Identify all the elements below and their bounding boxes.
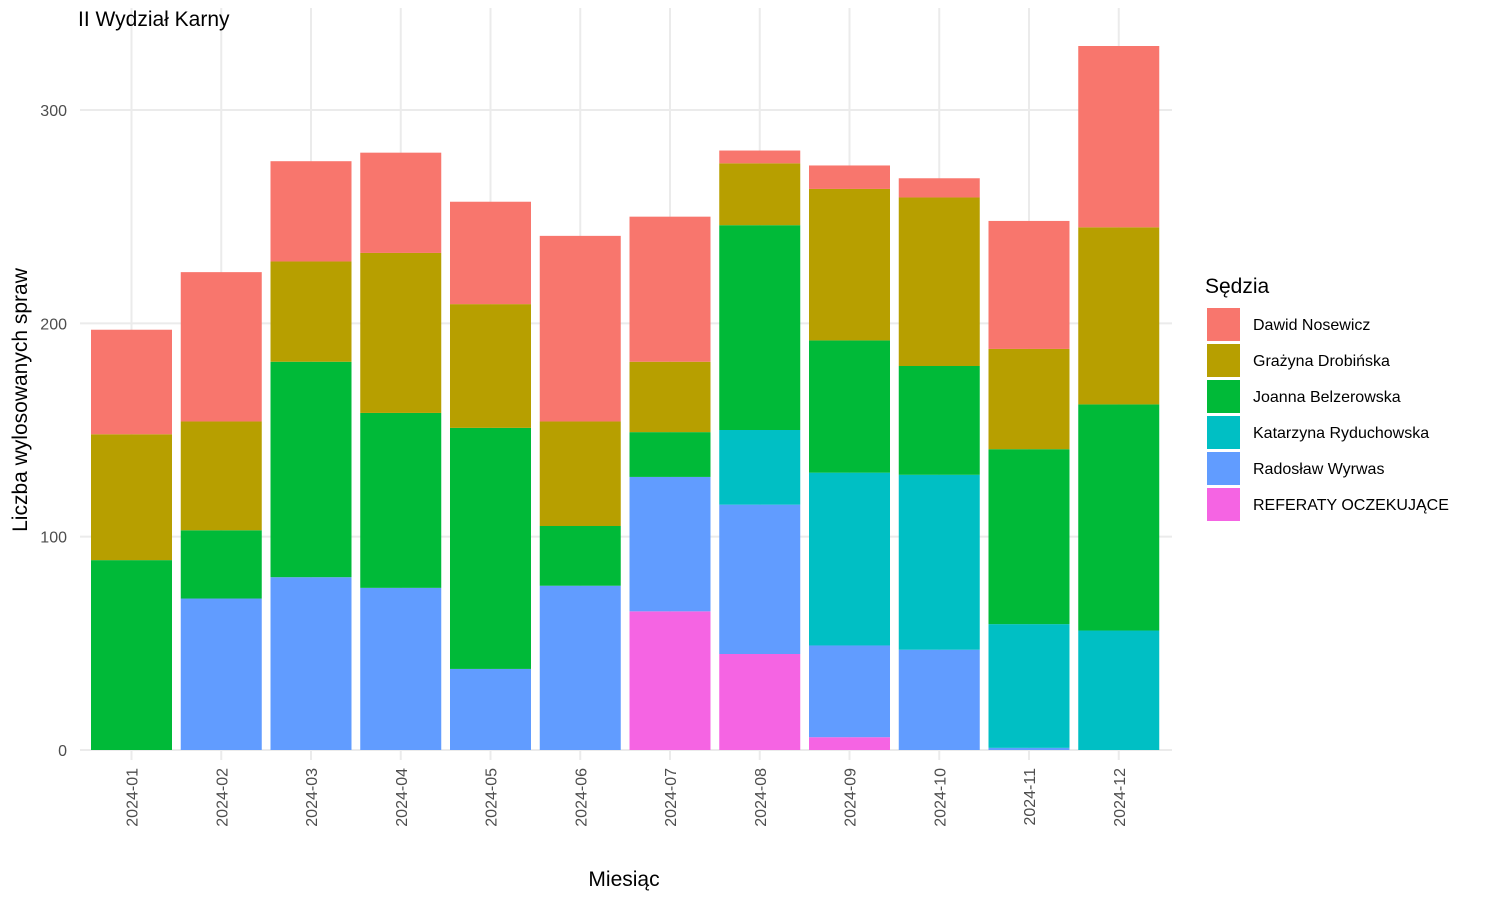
bar-segment bbox=[809, 340, 890, 473]
bars bbox=[91, 46, 1160, 750]
y-tick-label: 300 bbox=[40, 103, 67, 120]
bar-segment bbox=[180, 421, 262, 531]
bar-segment bbox=[719, 225, 801, 430]
x-tick-label: 2024-08 bbox=[753, 768, 770, 827]
bar-segment bbox=[719, 150, 801, 164]
bar-segment bbox=[539, 585, 621, 750]
bar-segment bbox=[450, 427, 531, 669]
bar-segment bbox=[898, 649, 980, 750]
bar-segment bbox=[809, 165, 890, 189]
bar-segment bbox=[360, 587, 442, 750]
bar-segment bbox=[270, 261, 352, 362]
x-tick-label: 2024-04 bbox=[394, 768, 411, 827]
bar-segment bbox=[988, 747, 1070, 750]
bar-segment bbox=[91, 560, 172, 750]
bar-segment bbox=[629, 476, 711, 612]
bar-segment bbox=[91, 434, 172, 561]
bar-segment bbox=[1078, 46, 1160, 228]
bar-segment bbox=[719, 504, 801, 654]
chart-title: II Wydział Karny bbox=[78, 8, 230, 31]
legend-swatch bbox=[1207, 452, 1240, 485]
legend-title: Sędzia bbox=[1205, 275, 1270, 298]
bar-segment bbox=[450, 201, 531, 305]
bar-segment bbox=[898, 474, 980, 650]
x-tick-label: 2024-12 bbox=[1112, 768, 1129, 827]
bar-segment bbox=[629, 432, 711, 477]
bar-segment bbox=[539, 421, 621, 526]
bar-segment bbox=[719, 163, 801, 226]
bar-segment bbox=[180, 272, 262, 422]
bar-segment bbox=[809, 472, 890, 646]
bar-segment bbox=[360, 152, 442, 253]
x-tick-label: 2024-05 bbox=[484, 768, 501, 827]
x-axis: 2024-01 2024-02 2024-03 2024-04 2024-05 2024-… bbox=[125, 768, 1129, 827]
bar-segment bbox=[988, 348, 1070, 450]
legend-swatch bbox=[1207, 344, 1240, 377]
bar-segment bbox=[270, 577, 352, 750]
legend-swatch bbox=[1207, 380, 1240, 413]
y-axis: 0 100 200 300 bbox=[40, 103, 67, 760]
bar-segment bbox=[629, 361, 711, 433]
bar-segment bbox=[1078, 630, 1160, 750]
bar-segment bbox=[360, 252, 442, 413]
x-tick-label: 2024-01 bbox=[125, 768, 142, 827]
y-tick-label: 200 bbox=[40, 316, 67, 333]
bar-segment bbox=[450, 304, 531, 428]
x-tick-label: 2024-10 bbox=[932, 768, 949, 827]
bar-segment bbox=[719, 430, 801, 505]
bar-segment bbox=[1078, 404, 1160, 631]
bar-segment bbox=[809, 188, 890, 341]
x-tick-label: 2024-09 bbox=[843, 768, 860, 827]
bar-segment bbox=[898, 366, 980, 475]
x-tick-label: 2024-03 bbox=[304, 768, 321, 827]
legend-label: Joanna Belzerowska bbox=[1253, 389, 1401, 406]
x-tick-label: 2024-06 bbox=[573, 768, 590, 827]
y-tick-label: 100 bbox=[40, 530, 67, 547]
bar-segment bbox=[988, 624, 1070, 748]
bar-segment bbox=[91, 329, 172, 435]
bar-segment bbox=[180, 530, 262, 599]
bar-segment bbox=[898, 197, 980, 366]
bar-segment bbox=[809, 645, 890, 738]
legend-label: Radosław Wyrwas bbox=[1253, 461, 1384, 478]
legend-swatch bbox=[1207, 488, 1240, 521]
bar-segment bbox=[450, 668, 531, 750]
legend-label: Katarzyna Ryduchowska bbox=[1253, 425, 1429, 442]
x-tick-label: 2024-07 bbox=[663, 768, 680, 827]
bar-segment bbox=[988, 449, 1070, 625]
x-tick-label: 2024-02 bbox=[214, 768, 231, 827]
bar-segment bbox=[539, 235, 621, 422]
bar-segment bbox=[539, 526, 621, 586]
bar-segment bbox=[1078, 227, 1160, 405]
y-tick-label: 0 bbox=[58, 743, 67, 760]
bar-segment bbox=[629, 611, 711, 750]
legend: Sędzia Dawid Nosewicz Grażyna Drobińska Jo… bbox=[1205, 275, 1449, 521]
bar-segment bbox=[809, 737, 890, 750]
bar-segment bbox=[180, 598, 262, 750]
legend-label: Grażyna Drobińska bbox=[1253, 353, 1390, 370]
bar-segment bbox=[270, 361, 352, 578]
bar-segment bbox=[629, 216, 711, 362]
bar-segment bbox=[360, 412, 442, 588]
legend-swatch bbox=[1207, 308, 1240, 341]
x-tick-label: 2024-11 bbox=[1022, 768, 1039, 826]
x-axis-title: Miesiąc bbox=[588, 868, 659, 891]
y-axis-title: Liczba wylosowanych spraw bbox=[9, 267, 32, 532]
bar-segment bbox=[898, 178, 980, 198]
bar-segment bbox=[988, 220, 1070, 349]
bar-segment bbox=[719, 654, 801, 750]
bar-segment bbox=[270, 161, 352, 262]
legend-swatch bbox=[1207, 416, 1240, 449]
legend-label: Dawid Nosewicz bbox=[1253, 317, 1370, 334]
legend-label: REFERATY OCZEKUJĄCE bbox=[1253, 497, 1449, 514]
